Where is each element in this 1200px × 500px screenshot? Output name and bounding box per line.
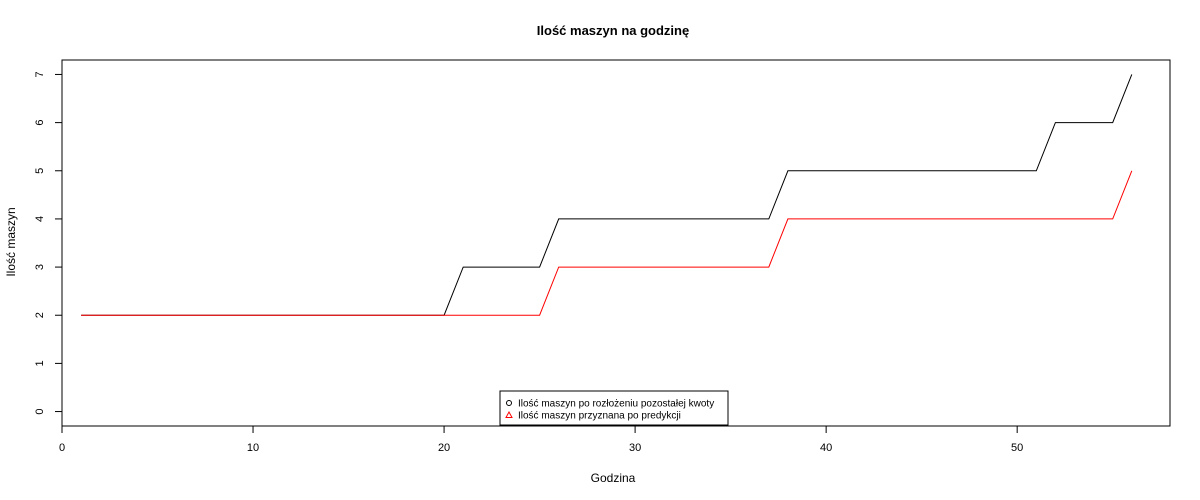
x-axis: 0 10 20 30 40 50 xyxy=(59,425,1023,454)
y-tick-label: 7 xyxy=(34,71,46,77)
y-axis: 0 1 2 3 4 5 6 7 xyxy=(34,71,63,415)
x-tick-label: 40 xyxy=(820,442,832,454)
series-layer xyxy=(81,74,1133,316)
x-axis-title: Godzina xyxy=(591,471,636,485)
legend-marker-circle xyxy=(506,400,512,406)
legend-label-2: Ilość maszyn przyznana po predykcji xyxy=(518,411,681,422)
series-line-1 xyxy=(81,74,1133,316)
x-tick-label: 50 xyxy=(1011,442,1023,454)
y-tick-label: 4 xyxy=(34,216,46,222)
legend-label-1: Ilość maszyn po rozłożeniu pozostałej kw… xyxy=(518,399,714,410)
x-tick-label: 10 xyxy=(247,442,259,454)
y-tick-label: 1 xyxy=(34,360,46,366)
x-tick-label: 20 xyxy=(438,442,450,454)
legend-box xyxy=(499,390,729,426)
chart-title: Ilość maszyn na godzinę xyxy=(537,23,689,38)
y-tick-label: 5 xyxy=(34,168,46,174)
legend-marker-triangle xyxy=(505,410,513,418)
legend: Ilość maszyn po rozłożeniu pozostałej kw… xyxy=(499,390,729,426)
y-tick-label: 2 xyxy=(34,312,46,318)
y-axis-title: Ilość maszyn xyxy=(4,207,18,276)
y-tick-label: 6 xyxy=(34,120,46,126)
plot-area-border xyxy=(61,59,1171,427)
series-line-2 xyxy=(81,170,1133,316)
x-tick-label: 0 xyxy=(59,442,65,454)
y-tick-label: 0 xyxy=(34,408,46,414)
y-tick-label: 3 xyxy=(34,264,46,270)
x-tick-label: 30 xyxy=(629,442,641,454)
